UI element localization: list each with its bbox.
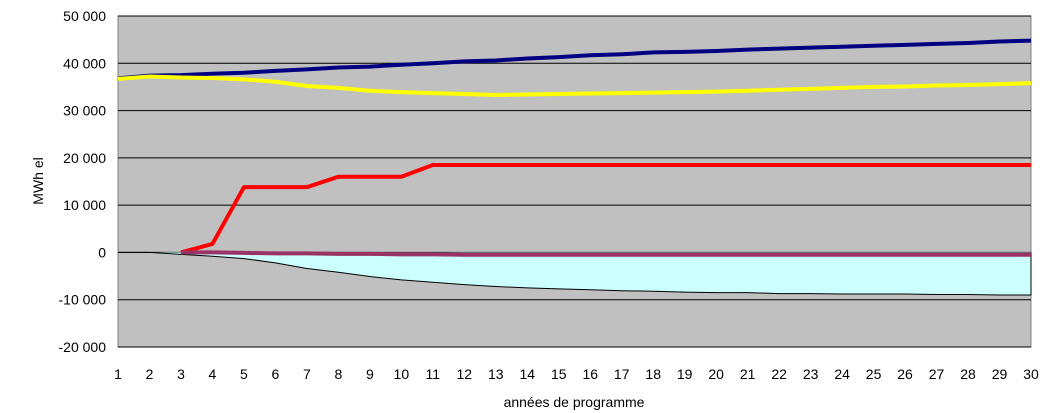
x-tick-label: 16 (582, 366, 598, 382)
x-tick-label: 14 (519, 366, 535, 382)
x-tick-label: 2 (146, 366, 154, 382)
x-tick-label: 15 (551, 366, 567, 382)
y-tick-label: 40 000 (63, 55, 106, 71)
x-tick-label: 4 (209, 366, 217, 382)
area-series-layer (118, 251, 1032, 296)
x-tick-label: 21 (740, 366, 756, 382)
y-tick-label: 0 (98, 244, 106, 260)
y-tick-label: 50 000 (63, 8, 106, 24)
x-tick-label: 12 (457, 366, 473, 382)
y-tick-label: 30 000 (63, 103, 106, 119)
x-tick-label: 13 (488, 366, 504, 382)
x-tick-label: 23 (803, 366, 819, 382)
x-tick-label: 28 (960, 366, 976, 382)
x-tick-label: 20 (708, 366, 724, 382)
series-area-fill (118, 252, 1031, 295)
x-tick-label: 26 (897, 366, 913, 382)
y-tick-label: 20 000 (63, 150, 106, 166)
x-tick-label: 6 (272, 366, 280, 382)
x-tick-label: 19 (677, 366, 693, 382)
x-tick-label: 5 (240, 366, 248, 382)
x-tick-label: 27 (929, 366, 945, 382)
x-tick-label: 3 (177, 366, 185, 382)
y-tick-label: 10 000 (63, 197, 106, 213)
x-tick-label: 1 (114, 366, 122, 382)
plot-area (117, 15, 1032, 348)
x-tick-labels: 1 2 3 4 5 6 7 8 9 10 11 12 13 14 15 16 17 18 19 20 21 22 23 24 2… (114, 366, 1039, 382)
x-tick-label: 30 (1023, 366, 1039, 382)
x-tick-label: 18 (645, 366, 661, 382)
y-tick-labels: 50 000 40 000 30 000 20 000 10 000 0 -10 000 -2… (59, 8, 107, 355)
y-tick-label: -10 000 (59, 292, 107, 308)
x-tick-label: 25 (866, 366, 882, 382)
series-line-4 (180, 250, 1031, 257)
x-tick-label: 24 (834, 366, 850, 382)
y-tick-label: -20 000 (59, 339, 107, 355)
x-tick-label: 17 (614, 366, 630, 382)
y-axis-title: MWh el (30, 157, 46, 204)
series-line-0 (117, 38, 1032, 81)
x-tick-label: 8 (334, 366, 342, 382)
series-line-2 (180, 162, 1031, 255)
series-line-1 (117, 74, 1032, 97)
x-axis-title: années de programme (504, 394, 645, 410)
x-tick-label: 11 (426, 366, 441, 382)
x-tick-label: 22 (771, 366, 787, 382)
series-area-outline (118, 251, 1032, 296)
line-series-layer (117, 38, 1032, 257)
x-tick-label: 7 (303, 366, 311, 382)
x-tick-label: 10 (394, 366, 410, 382)
x-tick-label: 29 (992, 366, 1008, 382)
x-tick-label: 9 (366, 366, 374, 382)
